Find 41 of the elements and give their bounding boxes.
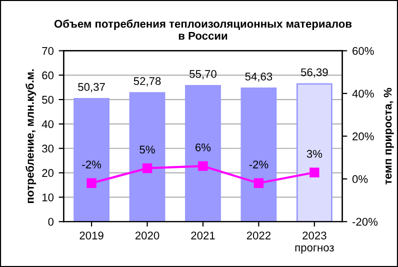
y2-tick-label: 20% <box>352 132 374 140</box>
y-tick-label: 60 <box>42 71 54 80</box>
x-tick-label: 2019 <box>80 232 104 240</box>
y2-axis-title: темп прироста, % <box>384 88 394 184</box>
y-axis-title: потребление, млн.куб.м. <box>26 69 36 203</box>
x-tick-label: 2021 <box>191 232 215 240</box>
x-tick-label: 2020 <box>135 232 160 240</box>
y-tick-label: 50 <box>42 96 54 104</box>
data-label: 50,37 <box>78 83 105 92</box>
y-tick-label: 30 <box>42 144 54 153</box>
y-tick-label: 20 <box>42 169 54 177</box>
y-tick-label: 10 <box>42 193 54 202</box>
y2-tick-label: 40% <box>352 90 374 98</box>
data-label: -2% <box>249 160 268 168</box>
bar <box>185 84 221 222</box>
point <box>142 163 152 174</box>
data-label: 54,63 <box>245 72 272 82</box>
chart-title: Объем потребления теплоизоляционных материалов в России <box>54 20 352 40</box>
y2-tick-label: -20% <box>352 218 378 226</box>
x-tick-label: 2023 прогноз <box>295 232 334 254</box>
data-label: 5% <box>140 146 155 154</box>
data-label: -2% <box>82 160 102 168</box>
bar <box>296 83 332 222</box>
point <box>254 178 264 188</box>
point <box>86 178 96 188</box>
bar <box>240 88 277 222</box>
data-label: 55,70 <box>190 70 216 80</box>
bar <box>74 98 110 222</box>
point <box>310 168 320 178</box>
y2-tick-label: 0% <box>352 175 368 184</box>
y-tick-label: 70 <box>42 46 54 55</box>
y2-tick-label: 60% <box>352 46 374 55</box>
data-label: 56,39 <box>300 68 328 78</box>
bar <box>129 92 166 222</box>
y-tick-label: 0 <box>48 218 54 226</box>
x-tick-label: 2022 <box>246 232 270 240</box>
data-label: 6% <box>196 144 211 152</box>
point <box>198 161 208 171</box>
y-tick-label: 40 <box>42 120 54 128</box>
data-label: 3% <box>306 150 322 158</box>
data-label: 52,78 <box>134 77 161 86</box>
